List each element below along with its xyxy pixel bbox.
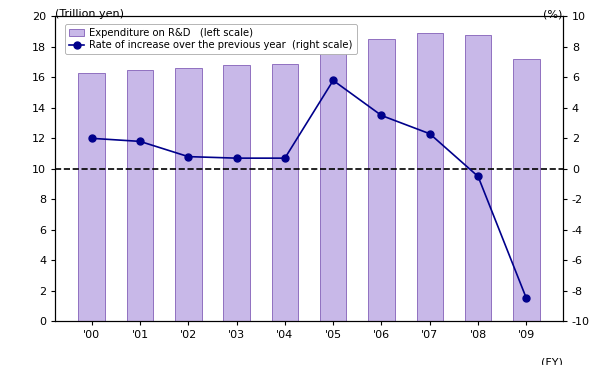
Text: (Trillion yen): (Trillion yen) — [55, 9, 124, 19]
Bar — [175, 68, 202, 321]
Text: (FY): (FY) — [541, 358, 563, 365]
Bar — [416, 33, 443, 321]
Bar — [272, 64, 298, 321]
Bar — [513, 59, 540, 321]
Bar — [368, 39, 395, 321]
Bar — [320, 49, 346, 321]
Bar — [79, 73, 105, 321]
Text: (%): (%) — [543, 9, 563, 19]
Bar — [223, 65, 250, 321]
Bar — [465, 35, 491, 321]
Bar — [127, 70, 153, 321]
Legend: Expenditure on R&D   (left scale), Rate of increase over the previous year  (rig: Expenditure on R&D (left scale), Rate of… — [65, 24, 357, 54]
